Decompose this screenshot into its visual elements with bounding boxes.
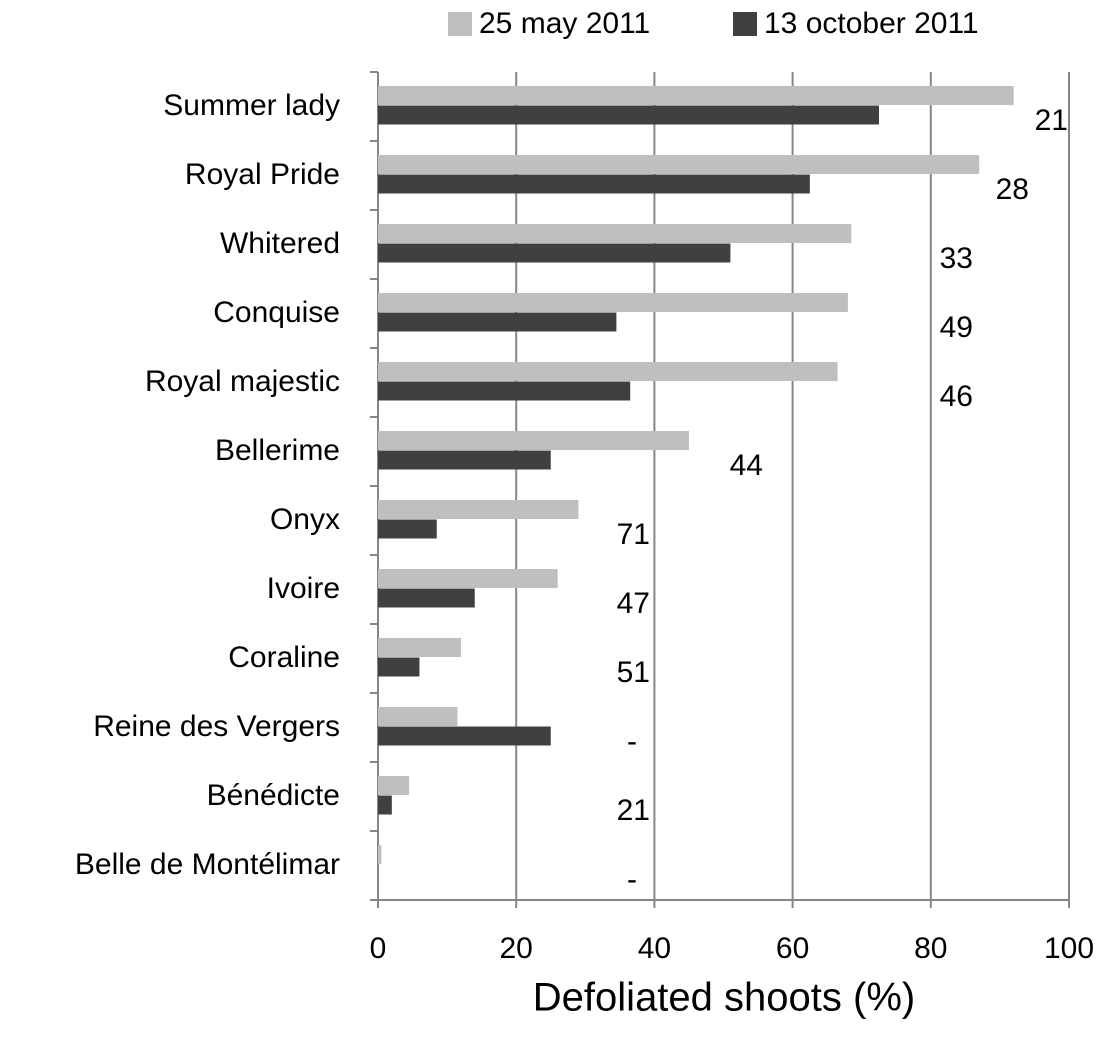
- bar: [378, 657, 420, 677]
- x-axis-title: Defoliated shoots (%): [533, 976, 915, 1020]
- bar: [378, 500, 579, 519]
- bar: [378, 86, 1014, 105]
- x-tick-label: 20: [500, 932, 533, 965]
- y-tick-label: Conquise: [213, 296, 340, 329]
- annotation: 21: [1035, 104, 1068, 137]
- bar: [378, 519, 437, 539]
- x-tick-label: 80: [914, 932, 947, 965]
- annotation: 51: [617, 656, 650, 689]
- bar: [378, 588, 475, 608]
- y-tick-label: Bénédicte: [207, 779, 340, 812]
- bar: [378, 707, 458, 726]
- bar: [378, 638, 461, 657]
- bar: [378, 362, 838, 381]
- y-tick-label: Coraline: [228, 641, 340, 674]
- bar: [378, 224, 852, 243]
- y-tick-label: Onyx: [270, 503, 340, 536]
- annotation: 44: [730, 449, 763, 482]
- y-tick-label: Royal Pride: [185, 158, 340, 191]
- annotation: -: [627, 725, 637, 758]
- x-tick-label: 60: [776, 932, 809, 965]
- bar: [378, 450, 551, 470]
- bar: [378, 155, 980, 174]
- bar: [378, 174, 810, 194]
- annotation: 71: [617, 518, 650, 551]
- annotation: 49: [940, 311, 973, 344]
- annotation: 21: [617, 794, 650, 827]
- legend-label: 25 may 2011: [479, 7, 650, 40]
- y-tick-label: Belle de Montélimar: [75, 848, 340, 881]
- bar: [378, 381, 631, 401]
- bar: [378, 569, 558, 588]
- y-tick-label: Royal majestic: [145, 365, 340, 398]
- bar: [378, 105, 879, 125]
- y-tick-label: Reine des Vergers: [93, 710, 340, 743]
- y-tick-label: Bellerime: [215, 434, 340, 467]
- bar: [378, 776, 410, 795]
- y-tick-label: Whitered: [220, 227, 340, 260]
- bar: [378, 845, 382, 864]
- x-tick-label: 40: [638, 932, 671, 965]
- y-tick-label: Summer lady: [163, 89, 340, 122]
- bar: [378, 312, 617, 332]
- bar: [378, 726, 551, 746]
- legend-label: 13 october 2011: [764, 7, 979, 40]
- annotation: 46: [940, 380, 973, 413]
- annotation: -: [627, 863, 637, 896]
- x-tick-label: 0: [370, 932, 387, 965]
- bar: [378, 293, 848, 312]
- annotation: 33: [940, 242, 973, 275]
- legend-swatch: [448, 12, 472, 36]
- y-tick-label: Ivoire: [267, 572, 340, 605]
- bar: [378, 431, 689, 450]
- bar: [378, 795, 392, 815]
- annotation: 47: [617, 587, 650, 620]
- annotation: 28: [996, 173, 1029, 206]
- bar: [378, 243, 731, 263]
- x-tick-label: 100: [1044, 932, 1094, 965]
- legend-swatch: [733, 12, 757, 36]
